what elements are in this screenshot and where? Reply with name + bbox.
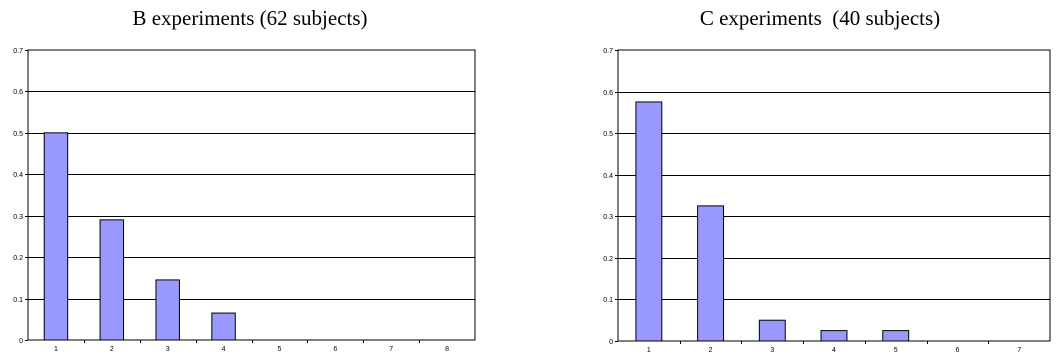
c-ytick-label: 0.5	[603, 131, 613, 138]
b-ytick-label: 0.1	[13, 297, 23, 304]
c-ytick-label: 0.6	[603, 90, 613, 97]
b-plot-area	[27, 49, 476, 341]
c-bar	[635, 101, 663, 342]
b-xtick-label: 2	[110, 346, 114, 353]
b-ytick-label: 0.3	[13, 214, 23, 221]
b-xtick-label: 1	[54, 346, 58, 353]
c-xtick-label: 6	[955, 347, 959, 354]
b-ytick-label: 0	[19, 338, 23, 345]
b-xtick-label: 8	[445, 346, 449, 353]
c-ytick-label: 0.1	[603, 297, 613, 304]
c-ytick-label: 0.4	[603, 173, 613, 180]
b-ytick-label: 0.5	[13, 131, 23, 138]
c-xtick-label: 1	[647, 347, 651, 354]
b-xtick-label: 7	[389, 346, 393, 353]
b-xtick-label: 6	[333, 346, 337, 353]
b-ytick-label: 0.6	[13, 89, 23, 96]
b-bar	[211, 312, 236, 341]
b-bar	[99, 219, 125, 341]
c-plot-area	[617, 49, 1051, 342]
c-xtick-label: 2	[709, 347, 713, 354]
c-bar	[820, 330, 848, 342]
c-ytick-label: 0.7	[603, 48, 613, 55]
c-xtick-label: 7	[1017, 347, 1021, 354]
c-ytick-label: 0.2	[603, 256, 613, 263]
b-bar	[155, 279, 180, 341]
c-xtick-label: 4	[832, 347, 836, 354]
c-ytick-label: 0.3	[603, 214, 613, 221]
b-bar	[43, 132, 69, 341]
c-ytick-label: 0	[609, 339, 613, 346]
chart-title-c: C experiments (40 subjects)	[699, 6, 941, 30]
chart-title-b: B experiments (62 subjects)	[132, 6, 368, 30]
c-xtick-label: 3	[770, 347, 774, 354]
c-bar	[882, 330, 910, 342]
b-ytick-label: 0.7	[13, 48, 23, 55]
b-xtick-label: 3	[166, 346, 170, 353]
b-ytick-label: 0.4	[13, 172, 23, 179]
b-xtick-label: 5	[277, 346, 281, 353]
b-xtick-label: 4	[222, 346, 226, 353]
c-xtick-label: 5	[894, 347, 898, 354]
c-bar	[697, 205, 725, 342]
c-bar	[758, 319, 786, 342]
b-ytick-label: 0.2	[13, 255, 23, 262]
